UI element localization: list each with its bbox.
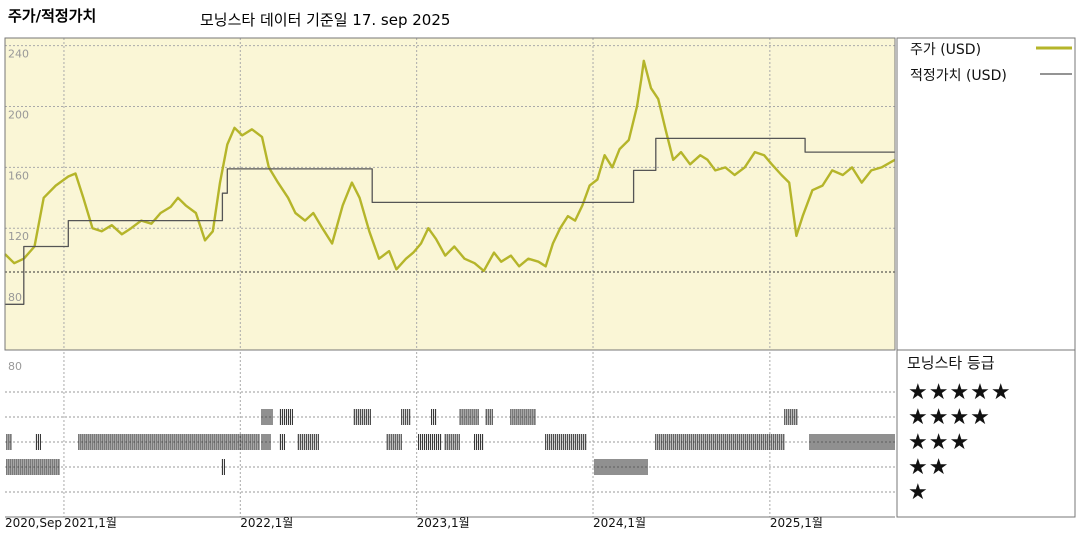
y-tick-label: 80 [8,291,22,304]
x-tick-label: 2020,Sep [5,516,62,530]
rating-1-star: ★ [908,480,929,505]
legend-panel [896,37,1076,518]
price-grid [5,38,895,350]
rating-segment-2-star [594,459,648,475]
price-series-group [4,59,896,305]
x-tick-label: 2022,1월 [240,516,293,530]
rating-segment-4-star [459,409,479,425]
rating-segment-3-star [809,434,895,450]
rating-grid [5,352,895,518]
rating-segment-3-star [6,434,12,450]
rating-segment-3-star [474,434,484,450]
x-tick-label: 2024,1월 [593,516,646,530]
rating-segment-3-star [35,434,41,450]
price-y-ticks: 80 120 160 200 240 [8,48,29,305]
chart-subtitle: 모닝스타 데이터 기준일 17. sep 2025 [200,11,450,29]
rating-segment-3-star [261,434,271,450]
rating-segment-3-star [297,434,319,450]
x-axis-labels: 2020,Sep 2021,1월 2022,1월 2023,1월 2024,1월 2025… [5,516,823,530]
rating-2-stars: ★★ [908,455,949,480]
fair-value-line [5,137,895,305]
x-tick-label: 2021,1월 [64,516,117,530]
rating-segment-3-star [545,434,587,450]
rating-segment-2-star [6,459,60,475]
rating-segment-4-star [401,409,411,425]
rating-segment-3-star [279,434,285,450]
rating-segment-3-star [418,434,442,450]
rating-4-stars: ★★★★ [908,405,991,430]
rating-segment-3-star [78,434,260,450]
legend-fair-label: 적정가치 (USD) [910,68,1007,84]
rating-segment-4-star [431,409,437,425]
rating-segment-2-star [221,459,225,475]
price-plot-background [5,38,895,350]
y-tick-label: 160 [8,169,29,182]
rating-segment-3-star [386,434,402,450]
rating-segment-4-star [784,409,798,425]
rating-bars-group [6,409,895,475]
rating-segment-4-star [261,409,273,425]
rating-5-stars: ★★★★★ [908,380,1012,405]
y-tick-label: 120 [8,230,29,243]
legend-price-label: 주가 (USD) [910,42,981,58]
rating-segment-4-star [353,409,371,425]
x-tick-label: 2025,1월 [770,516,823,530]
rating-legend-title: 모닝스타 등급 [907,354,995,372]
rating-segment-3-star [655,434,785,450]
rating-segment-4-star [485,409,493,425]
rating-top-label: 80 [8,360,22,373]
y-tick-label: 240 [8,48,29,61]
y-tick-label: 200 [8,108,29,121]
chart-header-title: 주가/적정가치 [8,7,96,25]
rating-3-stars: ★★★ [908,430,970,455]
price-plot-frame [4,37,896,351]
rating-segment-3-star [444,434,460,450]
rating-segment-4-star [279,409,293,425]
price-line [4,59,896,273]
x-tick-label: 2023,1월 [417,516,470,530]
rating-segment-4-star [510,409,536,425]
